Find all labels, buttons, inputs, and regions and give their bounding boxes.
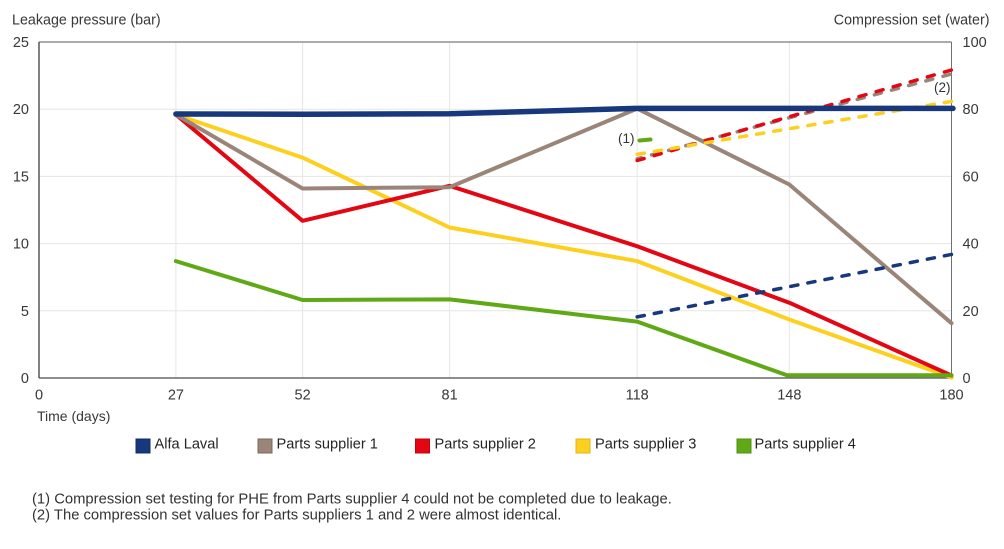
svg-text:100: 100 — [963, 35, 987, 51]
svg-text:180: 180 — [939, 388, 963, 404]
svg-text:0: 0 — [35, 388, 43, 404]
svg-text:5: 5 — [21, 304, 29, 320]
svg-text:60: 60 — [963, 169, 979, 185]
svg-text:148: 148 — [777, 388, 801, 404]
svg-text:52: 52 — [295, 388, 311, 404]
svg-text:0: 0 — [963, 371, 971, 387]
svg-text:15: 15 — [13, 169, 29, 185]
svg-text:118: 118 — [626, 388, 649, 404]
svg-text:Alfa Laval: Alfa Laval — [155, 437, 219, 453]
svg-text:Parts supplier 4: Parts supplier 4 — [755, 437, 856, 453]
svg-text:27: 27 — [168, 388, 184, 404]
svg-text:Parts supplier 1: Parts supplier 1 — [277, 437, 378, 453]
svg-text:80: 80 — [963, 102, 979, 118]
svg-text:Parts supplier 2: Parts supplier 2 — [435, 437, 536, 453]
svg-text:(2) The compression set values: (2) The compression set values for Parts… — [32, 508, 561, 524]
svg-text:20: 20 — [13, 102, 29, 118]
svg-text:25: 25 — [13, 35, 29, 51]
svg-text:0: 0 — [21, 371, 29, 387]
svg-text:(2): (2) — [934, 80, 951, 95]
svg-text:Parts supplier 3: Parts supplier 3 — [595, 437, 696, 453]
svg-text:20: 20 — [963, 304, 979, 320]
svg-text:81: 81 — [442, 388, 458, 404]
svg-text:Compression set (water): Compression set (water) — [834, 13, 990, 29]
svg-text:(1) Compression set testing fo: (1) Compression set testing for PHE from… — [32, 492, 672, 508]
svg-text:10: 10 — [13, 237, 29, 253]
svg-text:40: 40 — [963, 237, 979, 253]
svg-text:(1): (1) — [618, 131, 635, 146]
svg-text:Leakage pressure (bar): Leakage pressure (bar) — [12, 13, 161, 29]
svg-text:Time (days): Time (days) — [37, 408, 110, 424]
